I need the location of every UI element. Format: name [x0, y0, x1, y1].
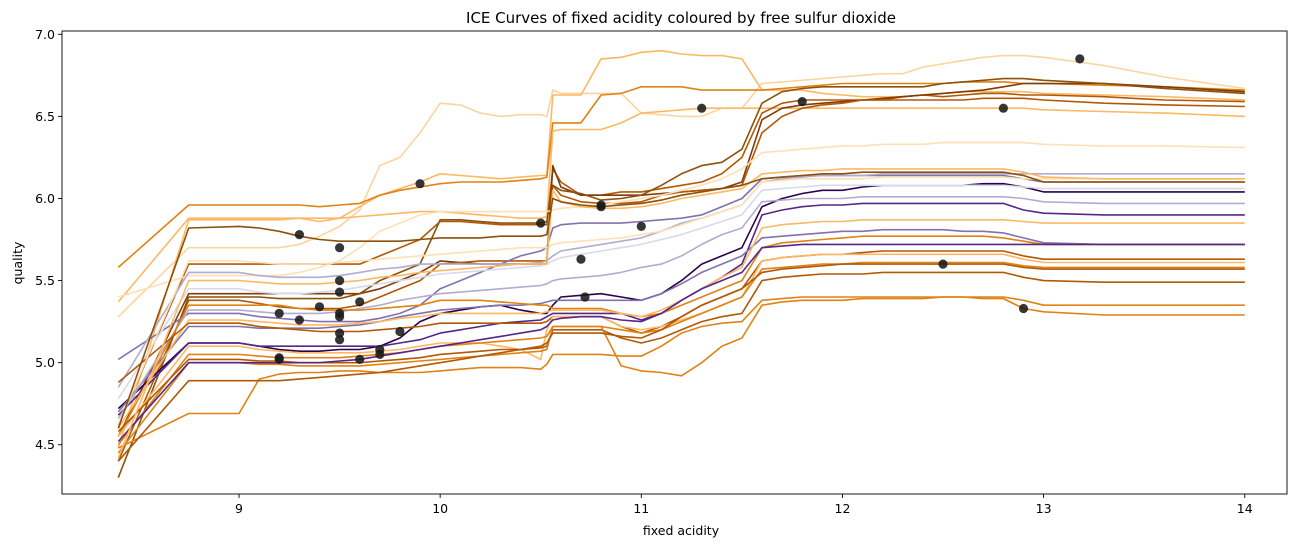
ice-curve-5 — [117, 92, 1245, 426]
ice-curve-29 — [117, 171, 1245, 429]
instance-point-26 — [697, 103, 707, 113]
ice-curve-4 — [117, 107, 1245, 449]
instance-point-20 — [536, 218, 546, 228]
instance-point-24 — [596, 202, 606, 212]
ice-curve-7 — [117, 97, 1245, 462]
y-axis-ticks: 4.5 5.0 5.5 6.0 6.5 7.0 — [35, 27, 62, 452]
y-axis-label: quality — [10, 241, 25, 284]
instance-point-19 — [415, 179, 425, 189]
ice-curve-1 — [117, 54, 1245, 318]
chart-title: ICE Curves of fixed acidity coloured by … — [466, 9, 896, 27]
ice-curve-14 — [117, 184, 1245, 400]
ice-curve-16 — [117, 196, 1245, 419]
instance-point-9 — [335, 287, 345, 297]
instance-point-17 — [375, 349, 385, 359]
instance-point-4 — [294, 230, 304, 240]
instance-point-18 — [395, 326, 405, 337]
instance-point-11 — [335, 312, 345, 322]
x-tick-label-5: 13 — [1036, 501, 1052, 516]
x-tick-label-6: 14 — [1237, 501, 1253, 516]
ice-curve-28 — [117, 168, 1245, 459]
instance-point-14 — [355, 297, 365, 307]
instance-point-29 — [998, 103, 1009, 113]
ice-curve-24 — [117, 296, 1245, 449]
x-axis-label: fixed acidity — [643, 523, 720, 538]
instance-point-7 — [335, 243, 345, 253]
instance-point-25 — [636, 221, 646, 231]
y-tick-label-6: 7.0 — [35, 27, 55, 42]
instance-point-21 — [576, 254, 586, 264]
ice-curve-18 — [117, 219, 1245, 429]
x-tick-label-3: 11 — [633, 501, 649, 516]
instance-point-22 — [580, 292, 590, 302]
ice-curve-9 — [118, 141, 1245, 298]
instance-point-28 — [938, 259, 948, 269]
ice-curve-15 — [117, 228, 1245, 413]
instance-point-31 — [1075, 54, 1085, 64]
ice-curve-27 — [117, 176, 1245, 426]
ice-curve-22 — [117, 271, 1245, 433]
instance-point-6 — [314, 302, 325, 312]
instance-point-30 — [1018, 303, 1029, 314]
instance-point-8 — [335, 276, 345, 286]
y-tick-label-4: 6.0 — [35, 191, 55, 206]
x-tick-label-1: 9 — [235, 501, 243, 516]
ice-curve-8 — [117, 77, 1245, 478]
y-tick-label-1: 4.5 — [35, 437, 55, 452]
ice-curves — [117, 49, 1245, 478]
instance-point-13 — [335, 335, 345, 345]
y-tick-label-3: 5.5 — [35, 273, 55, 288]
ice-curve-17 — [117, 235, 1245, 437]
ice-curve-19 — [117, 250, 1245, 384]
y-tick-label-5: 6.5 — [35, 109, 55, 124]
instance-point-3 — [274, 354, 284, 364]
x-tick-label-4: 12 — [835, 501, 851, 516]
instance-point-5 — [294, 315, 304, 325]
ice-curve-11 — [117, 202, 1245, 416]
x-tick-label-2: 10 — [432, 501, 448, 516]
y-tick-label-2: 5.0 — [35, 355, 55, 370]
ice-curve-12 — [117, 174, 1245, 361]
instance-points — [274, 54, 1085, 364]
ice-curve-13 — [117, 173, 1245, 388]
x-axis-ticks: 9 10 11 12 13 14 — [235, 494, 1253, 516]
ice-curve-20 — [117, 253, 1245, 437]
ice-curve-21 — [117, 261, 1245, 446]
instance-point-27 — [797, 97, 807, 107]
instance-point-1 — [274, 308, 284, 318]
instance-point-15 — [355, 354, 365, 364]
instance-point-12 — [335, 328, 345, 338]
plot-frame — [61, 30, 1288, 495]
